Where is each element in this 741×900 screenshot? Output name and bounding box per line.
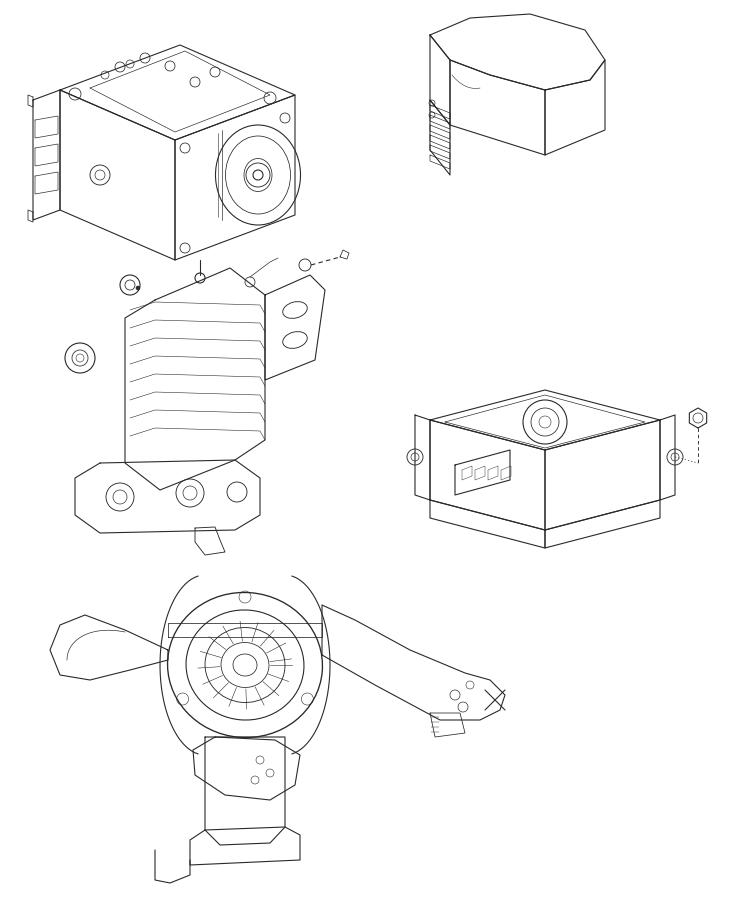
Circle shape [136,286,140,290]
